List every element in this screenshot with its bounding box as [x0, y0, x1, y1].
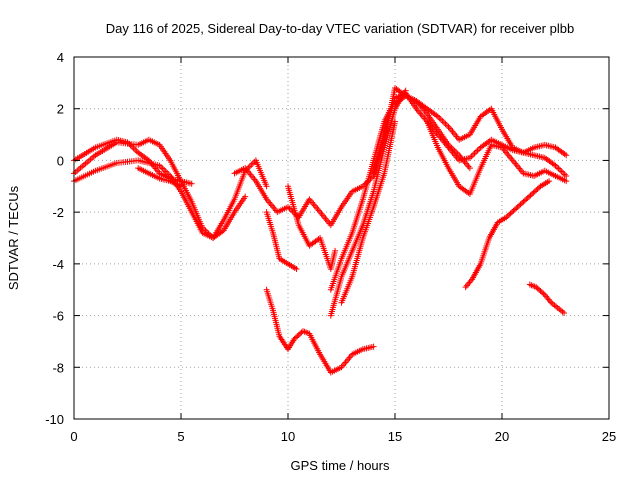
x-tick-label: 10 [281, 429, 295, 444]
series-track-a [71, 136, 270, 241]
series-track-o [526, 281, 568, 316]
series-points [231, 85, 473, 229]
y-tick-label: -6 [52, 309, 64, 324]
series-track-e [231, 85, 473, 229]
series-points [135, 165, 184, 190]
x-tick-label: 5 [177, 429, 184, 444]
series-track-i [327, 87, 409, 319]
series-points [71, 136, 270, 241]
y-tick-label: 2 [57, 102, 64, 117]
x-tick-label: 15 [388, 429, 402, 444]
axis-ticks: 0 5 10 15 20 25 -10 -8 -6 -4 -2 0 2 4 [45, 50, 616, 444]
series-points [263, 209, 300, 273]
series-points [263, 286, 377, 376]
y-axis-label: SDTVAR / TECUs [6, 185, 21, 290]
series-track-m [263, 209, 300, 273]
plot-frame [73, 56, 610, 420]
y-tick-label: -2 [52, 205, 64, 220]
x-tick-label: 25 [602, 429, 616, 444]
series-points [392, 92, 570, 159]
chart-title: Day 116 of 2025, Sidereal Day-to-day VTE… [106, 21, 574, 36]
series-points [327, 105, 394, 293]
x-tick-label: 20 [495, 429, 509, 444]
y-tick-label: 4 [57, 50, 64, 65]
series-track-d [135, 165, 184, 190]
series-track-f [370, 90, 570, 179]
series-points [370, 90, 570, 179]
y-tick-label: 0 [57, 153, 64, 168]
data-layer [71, 85, 570, 376]
series-points [327, 87, 409, 319]
y-tick-label: -10 [45, 412, 64, 427]
series-points [424, 118, 570, 198]
x-tick-label: 0 [70, 429, 77, 444]
series-track-g [392, 92, 570, 159]
series-track-p [285, 183, 339, 273]
series-track-l [263, 286, 377, 376]
series-points [526, 281, 568, 316]
series-points [462, 178, 553, 291]
x-axis-label: GPS time / hours [291, 458, 390, 473]
series-points [338, 118, 398, 306]
series-track-n [462, 178, 553, 291]
y-tick-label: -8 [52, 360, 64, 375]
series-points [285, 183, 339, 273]
y-tick-label: -4 [52, 257, 64, 272]
series-track-k [327, 105, 394, 293]
series-track-h [424, 118, 570, 198]
series-track-j [338, 118, 398, 306]
